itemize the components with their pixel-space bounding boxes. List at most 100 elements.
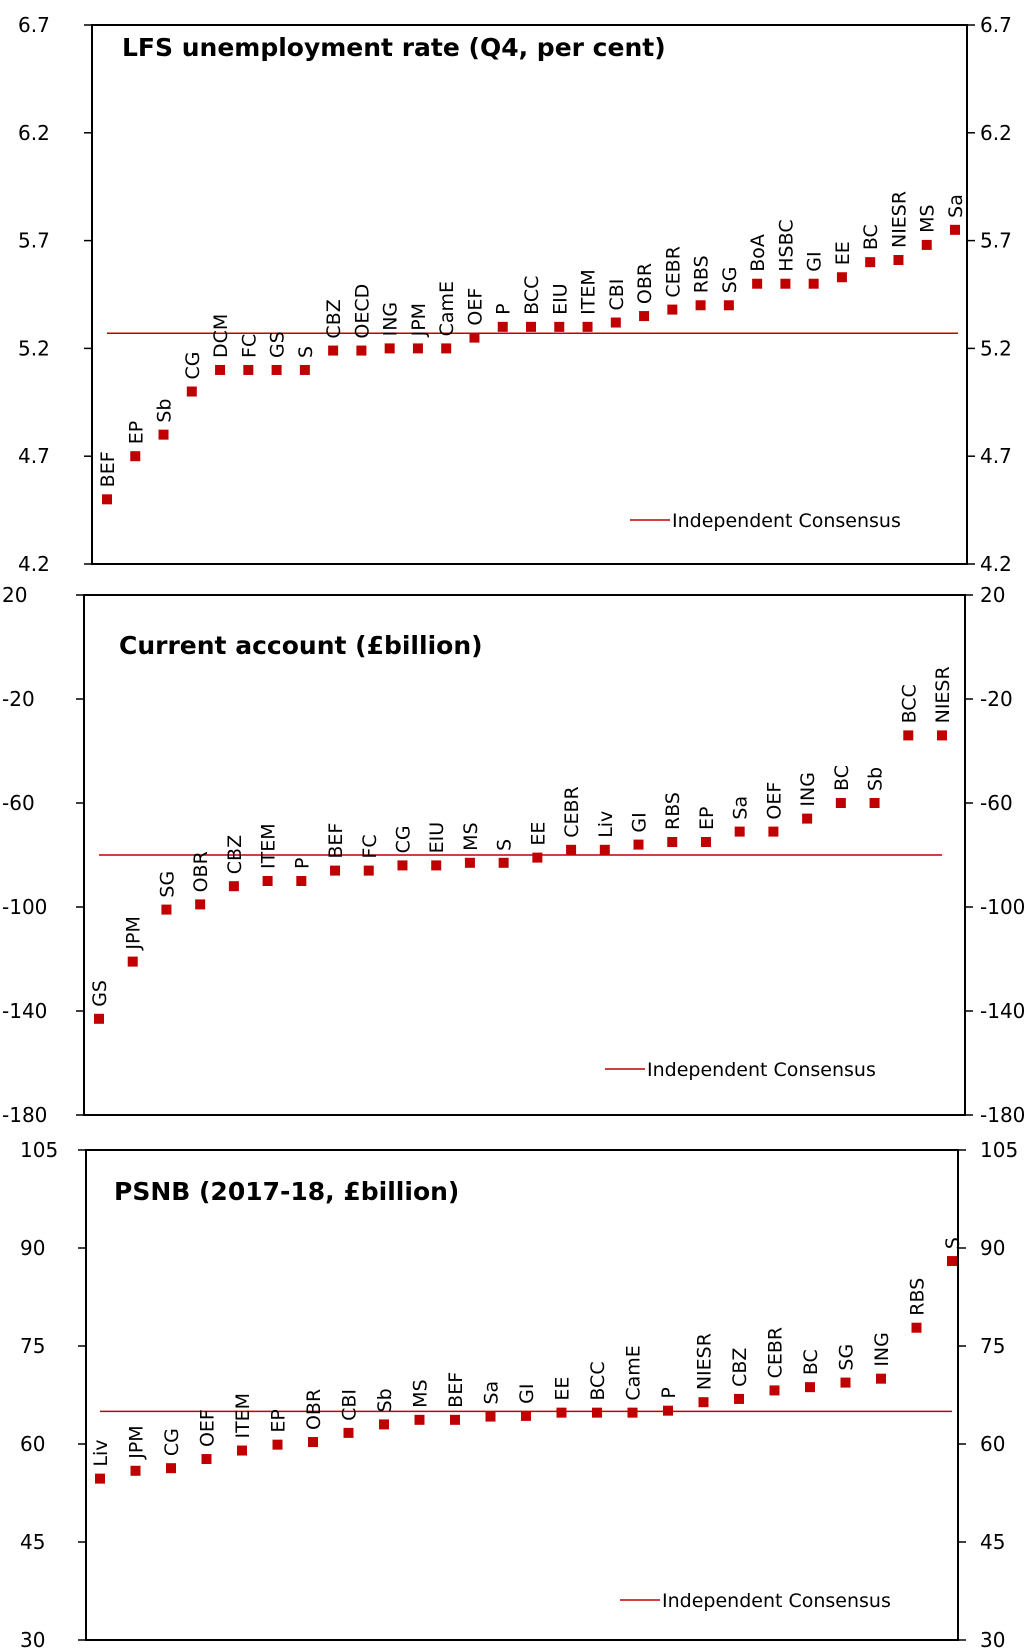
data-point: [911, 1322, 922, 1333]
y-tick-label-left: -140: [2, 999, 47, 1023]
point-label: DCM: [210, 314, 232, 358]
point-label: MS: [460, 822, 482, 850]
y-tick-label-left: 60: [20, 1432, 45, 1456]
y-tick-label-right: 90: [980, 1236, 1005, 1260]
y-tick-label-right: 6.7: [980, 13, 1012, 37]
y-tick-label-right: 105: [980, 1138, 1018, 1162]
point-label: SG: [156, 871, 178, 898]
point-label: NIESR: [932, 666, 954, 723]
data-point: [485, 1411, 496, 1422]
plot-frame: [83, 594, 966, 1116]
point-label: ITEM: [578, 269, 600, 315]
point-label: BEF: [325, 823, 347, 859]
y-tick-label-left: 105: [20, 1138, 58, 1162]
y-tick-label-left: 5.2: [18, 336, 50, 360]
point-label: CEBR: [662, 246, 684, 298]
point-label: BCC: [587, 1361, 609, 1400]
data-point: [734, 826, 745, 837]
chart-title: Current account (£billion): [119, 631, 483, 660]
data-point: [343, 1427, 354, 1438]
y-tick-label-right: 5.2: [980, 336, 1012, 360]
data-point: [201, 1454, 212, 1465]
point-label: OEF: [464, 288, 486, 326]
data-point: [94, 1013, 104, 1024]
y-tick-label-left: 6.7: [18, 13, 50, 37]
data-point: [161, 904, 172, 915]
point-label: GI: [516, 1384, 538, 1404]
point-label: FC: [238, 334, 260, 358]
data-point: [695, 300, 706, 311]
point-label: JPM: [123, 916, 145, 950]
data-point: [554, 321, 565, 332]
data-point: [328, 345, 339, 356]
point-label: JPM: [126, 1425, 148, 1459]
y-tick-label-right: -20: [980, 687, 1013, 711]
point-label: S: [942, 1237, 964, 1249]
point-label: EP: [696, 807, 718, 830]
data-point: [566, 844, 577, 855]
data-point: [627, 1407, 638, 1418]
data-point: [356, 345, 367, 356]
data-point: [835, 798, 846, 808]
data-point: [441, 343, 452, 354]
legend: Independent Consensus: [630, 510, 901, 532]
point-label: CG: [392, 825, 414, 853]
point-label: Sa: [945, 194, 967, 218]
point-label: OBR: [190, 851, 212, 892]
point-label: HSBC: [775, 219, 797, 271]
data-point: [397, 860, 408, 871]
data-series: GS JPM SG OBR CBZ ITEM P BEF FC CG EIU MS S EE CEBR Liv…: [89, 666, 954, 1024]
point-label: BC: [831, 765, 853, 791]
point-label: OEF: [197, 1409, 219, 1447]
legend: Independent Consensus: [605, 1059, 876, 1081]
point-label: CamE: [623, 1345, 645, 1400]
data-point: [95, 1473, 105, 1484]
data-point: [412, 343, 423, 354]
data-point: [805, 1382, 815, 1393]
data-point: [769, 1385, 780, 1396]
point-label: CG: [161, 1428, 183, 1456]
data-point: [836, 272, 847, 283]
data-point: [903, 730, 914, 741]
point-label: OBR: [303, 1389, 325, 1430]
y-tick-label-right: 5.7: [980, 229, 1012, 253]
point-label: CG: [182, 352, 204, 380]
point-label: P: [658, 1387, 680, 1398]
point-label: Liv: [90, 1440, 112, 1467]
data-point: [464, 857, 475, 868]
data-point: [296, 876, 307, 886]
data-point: [840, 1377, 851, 1388]
y-tick-label-right: -100: [980, 895, 1025, 919]
data-point: [469, 332, 480, 343]
point-label: BCC: [521, 276, 543, 315]
point-label: BC: [860, 224, 882, 250]
y-axis: -180 -180 -140 -140 -100 -100 -60 -60 -20 -20 20 20: [2, 583, 1025, 1127]
point-label: S: [295, 346, 317, 358]
legend: Independent Consensus: [620, 1590, 891, 1612]
point-label: Sb: [374, 1388, 396, 1412]
data-point: [299, 364, 310, 375]
y-tick-label-left: -20: [2, 687, 35, 711]
data-point: [384, 343, 395, 354]
point-label: BoA: [747, 234, 769, 272]
point-label: FC: [359, 834, 381, 858]
y-tick-label-right: -140: [980, 999, 1025, 1023]
point-label: EIU: [426, 822, 448, 854]
plot-frame: [91, 24, 968, 565]
point-label: P: [493, 303, 515, 314]
point-label: EP: [125, 421, 147, 444]
panel-current-account: Current account (£billion) -180 -180-140-…: [2, 583, 1025, 1127]
point-label: OEF: [763, 782, 785, 820]
data-point: [752, 278, 763, 289]
data-point: [271, 364, 282, 375]
y-axis: 30 30 45 45 60 60 75 75 90 90 105 105: [20, 1138, 1018, 1652]
point-label: ING: [871, 1332, 893, 1367]
point-label: NIESR: [694, 1333, 716, 1390]
data-point: [215, 364, 226, 375]
data-point: [610, 317, 621, 328]
point-label: GI: [629, 812, 651, 832]
data-point: [639, 311, 650, 322]
y-tick-label-left: 4.2: [18, 552, 50, 576]
data-point: [431, 860, 442, 871]
